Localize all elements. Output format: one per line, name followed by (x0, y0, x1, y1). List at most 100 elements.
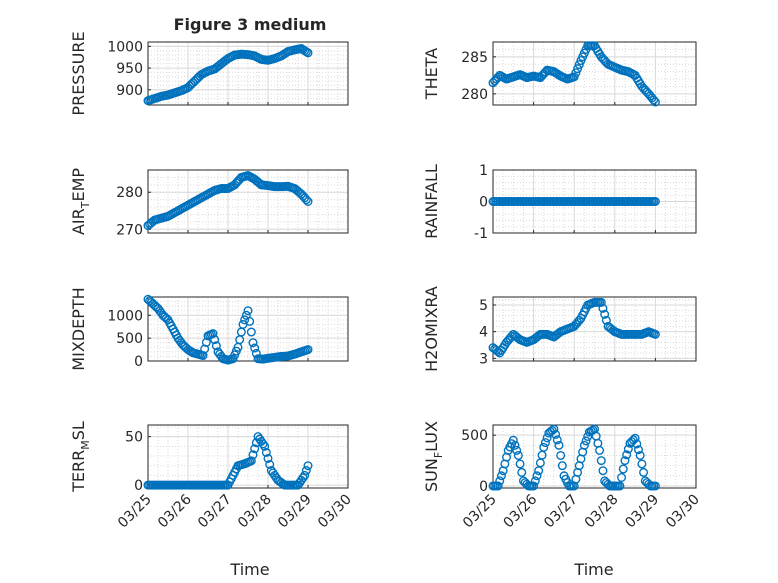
data-point (649, 95, 659, 105)
data-point (517, 467, 527, 477)
data-point (495, 476, 505, 486)
data-point (650, 481, 660, 491)
data-point (246, 456, 256, 466)
data-point (263, 453, 273, 463)
subplot-theta: 280 285 THETA (422, 41, 697, 107)
data-point (633, 445, 643, 455)
y-tick-label: 4 (479, 325, 488, 341)
data-point (529, 481, 539, 491)
data-point (532, 471, 542, 481)
data-point (620, 456, 630, 466)
data-point (617, 473, 627, 483)
data-point (210, 335, 220, 345)
x-axis-label-right: Time (573, 560, 613, 579)
data-point (248, 338, 258, 348)
data-point (635, 450, 645, 460)
data-point (265, 459, 275, 469)
data-point (551, 429, 561, 439)
data-point (557, 461, 567, 471)
data-point (601, 315, 611, 325)
y-tick-label: 500 (116, 331, 143, 347)
data-point (600, 309, 610, 319)
y-tick-label: 270 (116, 222, 143, 238)
data-point (211, 341, 221, 351)
data-point (632, 439, 642, 449)
data-point (596, 297, 606, 307)
data-point (623, 444, 633, 454)
y-tick-label: -1 (474, 226, 488, 242)
subplot-h2omixra: 3 4 5 H2OMIXRA (422, 286, 697, 372)
data-point (552, 435, 562, 445)
data-point (650, 329, 660, 339)
data-point (303, 196, 313, 206)
data-point (260, 441, 270, 451)
data-point (303, 48, 313, 58)
axes-box (147, 169, 349, 234)
y-axis-label: THETA (422, 48, 441, 100)
y-axis-label: H2OMIXRA (422, 286, 441, 372)
y-axis-label: PRESSURE (69, 31, 88, 115)
plot-area (493, 297, 696, 361)
data-point (208, 329, 218, 339)
data-point (243, 306, 253, 316)
data-point (301, 195, 311, 205)
data-point (596, 456, 606, 466)
data-point (595, 445, 605, 455)
y-tick-label: 0 (134, 354, 143, 370)
y-axis-label: SUNFLUX (422, 421, 445, 492)
data-point (650, 97, 660, 107)
axes-box (147, 41, 349, 106)
chart-title: Figure 3 medium (174, 15, 327, 34)
y-tick-label: 0 (479, 195, 488, 211)
y-axis-label: TERRMSL (69, 421, 92, 493)
y-axis-label: RAINFALL (422, 164, 441, 239)
data-point (510, 440, 520, 450)
data-point (303, 461, 313, 471)
x-axis-label-left: Time (229, 560, 269, 579)
data-point (258, 439, 268, 449)
data-point (637, 459, 647, 469)
data-point (569, 72, 579, 82)
data-point (630, 433, 640, 443)
y-tick-label: 5 (479, 298, 488, 314)
data-point (598, 303, 608, 313)
data-point (539, 442, 549, 452)
data-point (248, 450, 258, 460)
data-point (512, 445, 522, 455)
data-point (515, 459, 525, 469)
subplot-mixdepth: 0 500 1000 MIXDEPTH (69, 287, 349, 371)
axes-box (147, 296, 349, 362)
data-point (530, 476, 540, 486)
axes-box (492, 296, 697, 362)
subplot-pressure: 900 950 1000 PRESSURE (69, 31, 349, 116)
data-point (303, 345, 313, 355)
data-point (622, 450, 632, 460)
data-point (615, 481, 625, 491)
y-axis-label: MIXDEPTH (69, 287, 88, 370)
data-point (639, 467, 649, 477)
data-point (540, 438, 550, 448)
y-tick-label: 0 (134, 478, 143, 494)
subplot-air-temp: 270 280 AIRTEMP (69, 168, 349, 238)
data-point (301, 47, 311, 57)
data-point (618, 464, 628, 474)
y-tick-label: 3 (479, 351, 488, 367)
data-point (581, 436, 591, 446)
data-point (573, 64, 583, 74)
data-point (574, 60, 584, 70)
data-point (571, 68, 581, 78)
data-point (650, 196, 660, 206)
y-tick-label: 900 (116, 83, 143, 99)
y-tick-label: 1 (479, 163, 488, 179)
data-point (240, 315, 250, 325)
data-point (246, 327, 256, 337)
y-tick-label: 285 (461, 50, 488, 66)
data-point (554, 440, 564, 450)
data-point (198, 351, 208, 361)
y-tick-label: 50 (125, 430, 143, 446)
data-point (598, 466, 608, 476)
data-point (261, 447, 271, 457)
y-tick-label: 280 (116, 185, 143, 201)
